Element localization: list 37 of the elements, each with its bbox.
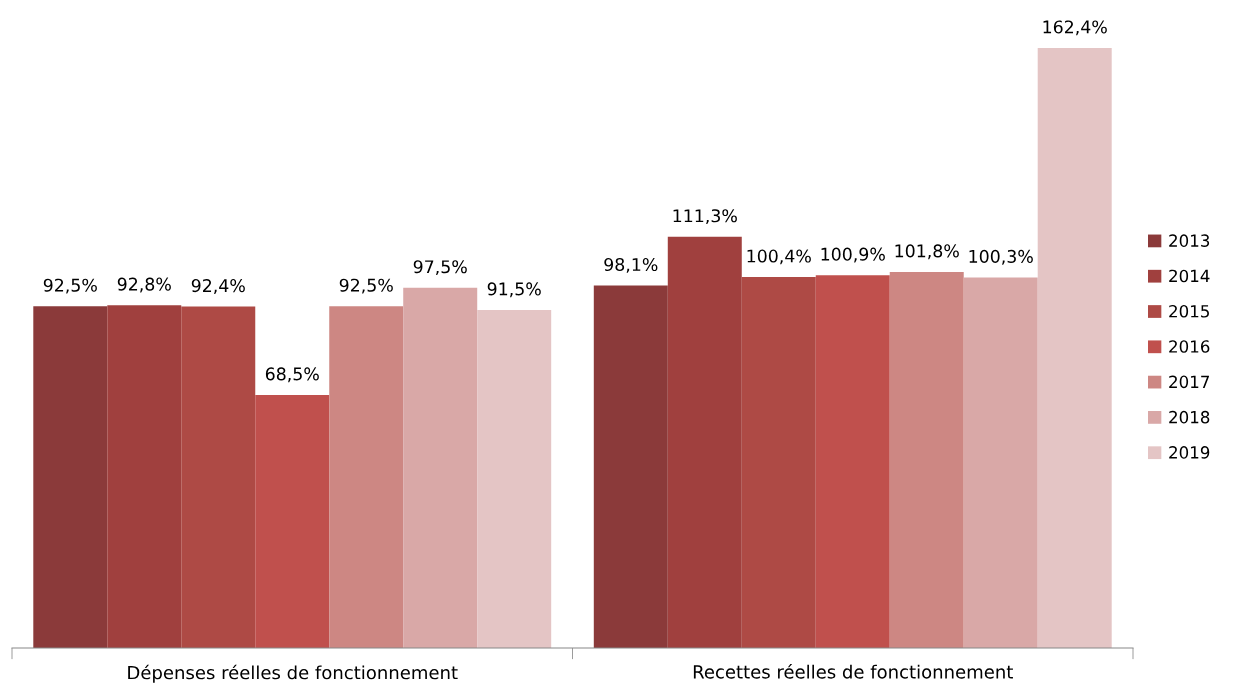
data-label: 100,4% [747, 249, 811, 265]
bar [329, 306, 404, 648]
data-label: 92,5% [43, 278, 97, 294]
legend-label: 2017 [1169, 375, 1209, 389]
bar [815, 275, 890, 648]
data-label: 92,4% [191, 279, 245, 294]
data-label: 98,1% [604, 257, 658, 273]
bar [181, 306, 256, 648]
data-label: 111,3% [673, 209, 737, 225]
data-label: 101,8% [895, 244, 959, 260]
data-label: 68,5% [265, 367, 319, 383]
bar [1037, 48, 1112, 648]
data-label: 91,5% [487, 282, 541, 298]
data-label: 100,3% [969, 249, 1033, 265]
legend-label: 2013 [1169, 234, 1210, 247]
bar [255, 394, 330, 648]
bar [593, 285, 668, 648]
bar [741, 277, 816, 648]
data-label: 92,5% [339, 278, 393, 294]
legend-label: 2015 [1169, 304, 1209, 318]
legend-label: 2019 [1169, 446, 1210, 459]
data-label: 92,8% [117, 277, 171, 293]
bar [963, 277, 1038, 648]
data-label: 162,4% [1043, 20, 1107, 36]
x-tick-label: Recettes réelles de fonctionnement [693, 663, 1013, 679]
bar [667, 236, 742, 648]
legend-label: 2018 [1169, 410, 1210, 424]
data-label: 100,9% [821, 247, 885, 263]
x-tick-label: Dépenses réelles de fonctionnement [128, 664, 458, 683]
bar [889, 271, 964, 648]
bar [33, 306, 108, 648]
legend-label: 2014 [1169, 269, 1210, 283]
data-label: 97,5% [413, 260, 467, 276]
bar [107, 305, 182, 648]
bar [403, 287, 478, 648]
bar [477, 309, 552, 648]
legend-label: 2016 [1169, 340, 1210, 353]
